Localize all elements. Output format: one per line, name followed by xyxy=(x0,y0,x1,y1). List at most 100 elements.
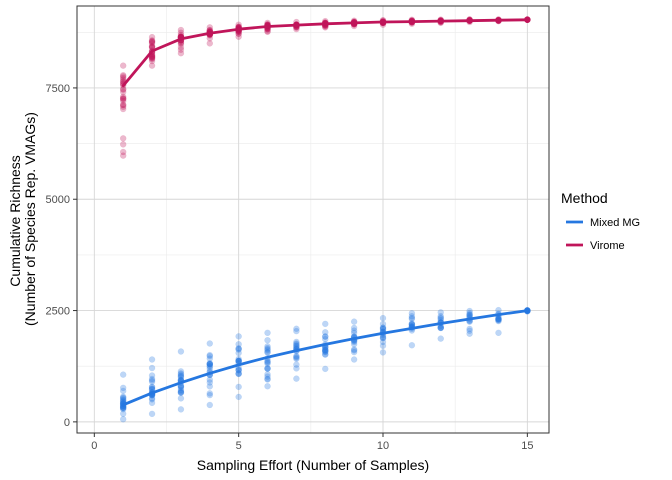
data-point xyxy=(495,316,502,323)
x-axis-title: Sampling Effort (Number of Samples) xyxy=(197,457,429,473)
data-point xyxy=(119,393,127,401)
x-tick-label: 15 xyxy=(521,440,533,452)
data-point xyxy=(437,335,444,342)
data-point xyxy=(148,383,156,391)
mean-curves xyxy=(121,18,529,407)
data-point xyxy=(235,370,242,378)
data-point xyxy=(293,338,300,346)
data-point xyxy=(148,38,156,45)
data-point xyxy=(119,62,127,69)
data-point xyxy=(264,347,271,354)
data-point xyxy=(379,324,387,332)
data-point xyxy=(437,312,444,320)
data-point xyxy=(206,359,214,367)
data-point xyxy=(148,372,156,379)
data-point xyxy=(293,375,300,382)
legend-label: Mixed MG xyxy=(590,217,640,229)
data-point xyxy=(206,40,214,47)
data-point xyxy=(119,371,127,378)
data-point xyxy=(408,315,416,323)
data-point xyxy=(322,351,329,358)
data-point xyxy=(322,347,329,355)
plot-panel xyxy=(77,6,549,433)
data-point xyxy=(293,342,300,350)
data-point xyxy=(466,327,473,335)
data-point xyxy=(206,360,214,368)
data-point xyxy=(350,329,358,337)
data-point xyxy=(264,373,271,380)
data-point xyxy=(437,309,444,316)
data-point xyxy=(293,341,300,348)
y-axis-title-line-2: (Number of Species Rep. VMAGs) xyxy=(22,112,38,326)
data-point xyxy=(206,24,214,31)
data-point xyxy=(322,348,329,355)
data-point xyxy=(119,148,127,156)
data-point xyxy=(235,370,242,377)
data-point xyxy=(264,329,271,337)
data-point xyxy=(148,378,156,385)
data-point xyxy=(235,367,242,374)
data-point xyxy=(264,360,271,367)
data-point xyxy=(177,49,185,57)
data-point xyxy=(408,309,416,317)
data-point xyxy=(322,351,329,358)
data-point xyxy=(119,415,127,423)
data-point xyxy=(235,366,242,373)
data-point xyxy=(206,365,214,372)
data-point xyxy=(148,375,156,383)
data-point xyxy=(119,93,127,101)
data-point xyxy=(235,366,242,374)
data-point xyxy=(235,333,242,340)
data-point xyxy=(495,316,502,323)
data-point xyxy=(264,27,271,35)
data-point xyxy=(379,349,387,356)
data-point xyxy=(379,334,387,342)
data-point xyxy=(148,57,156,65)
data-point xyxy=(206,340,214,347)
data-point xyxy=(206,352,214,360)
data-point xyxy=(119,384,127,392)
y-tick-label: 0 xyxy=(64,417,70,429)
data-point xyxy=(177,368,185,375)
data-point xyxy=(408,312,416,320)
data-point xyxy=(177,384,185,392)
data-point xyxy=(466,311,473,318)
data-point xyxy=(119,94,127,102)
data-point xyxy=(148,33,156,41)
data-point xyxy=(235,355,242,363)
data-point xyxy=(379,320,387,328)
data-point xyxy=(177,389,185,397)
data-point xyxy=(206,355,214,362)
data-point xyxy=(264,358,271,366)
grid xyxy=(77,6,549,433)
data-point xyxy=(264,343,271,350)
data-point xyxy=(119,95,127,103)
data-point xyxy=(293,355,300,363)
data-point xyxy=(437,324,444,332)
data-point xyxy=(466,325,473,333)
data-point xyxy=(148,396,156,403)
data-point xyxy=(264,382,271,390)
data-point xyxy=(379,314,387,322)
data-point xyxy=(119,103,127,110)
data-point xyxy=(350,327,358,334)
data-point xyxy=(379,334,387,342)
data-point xyxy=(235,345,242,352)
data-point xyxy=(293,340,300,347)
data-point xyxy=(322,335,329,343)
data-point xyxy=(177,44,185,51)
data-point xyxy=(177,40,185,48)
legend-title: Method xyxy=(561,190,608,206)
data-point xyxy=(119,396,127,403)
data-point xyxy=(148,395,156,402)
data-point xyxy=(408,320,416,327)
data-point xyxy=(148,40,156,47)
data-point xyxy=(293,365,300,372)
data-point xyxy=(148,37,156,44)
data-point xyxy=(206,390,214,397)
data-point xyxy=(322,329,329,336)
data-point xyxy=(148,356,156,363)
data-point xyxy=(264,359,271,366)
plot-border xyxy=(76,5,550,434)
data-point xyxy=(148,62,156,69)
